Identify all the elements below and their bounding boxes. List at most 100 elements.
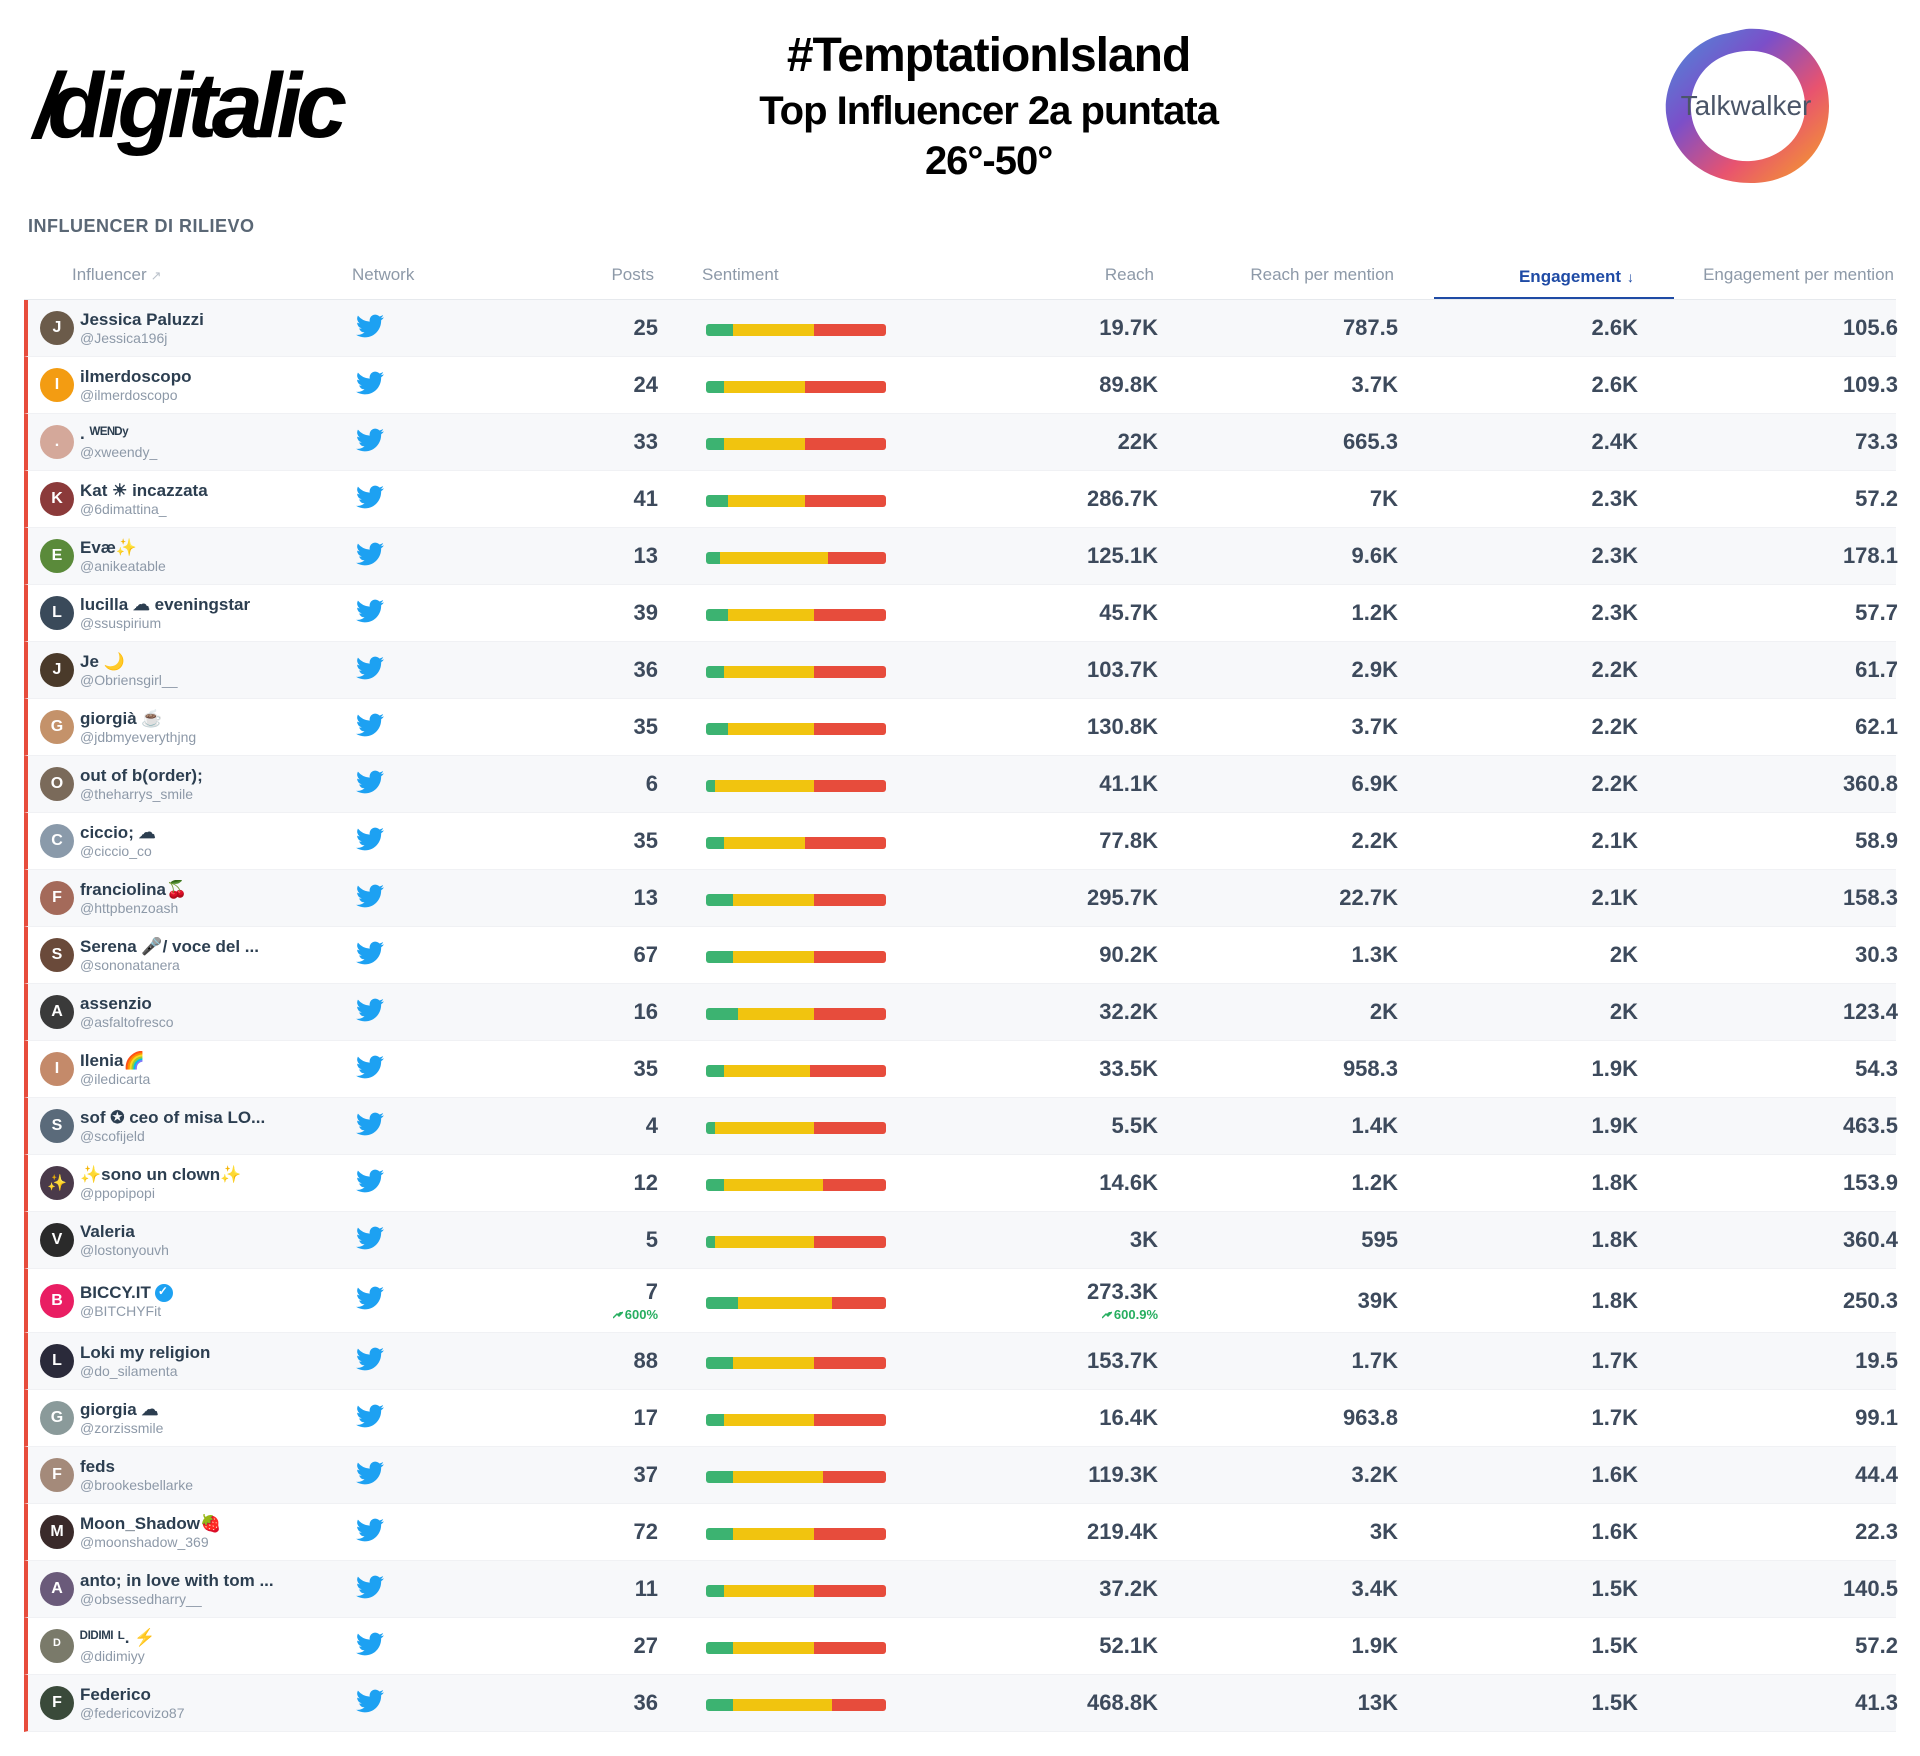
influencer-cell[interactable]: Serena 🎤/ voce del ... @sononatanera	[68, 933, 348, 977]
sentiment-bar	[706, 951, 886, 963]
sentiment-cell	[698, 1228, 998, 1252]
table-row[interactable]: F Federico @federicovizo87 36 468.8K 13K…	[24, 1675, 1896, 1732]
sentiment-cell	[698, 1520, 998, 1544]
influencer-cell[interactable]: ciccio; ☁ @ciccio_co	[68, 819, 348, 863]
influencer-cell[interactable]: out of b(order); @theharrys_smile	[68, 762, 348, 806]
network-cell	[348, 1106, 498, 1147]
posts-cell: 36	[498, 1686, 698, 1720]
influencer-cell[interactable]: feds @brookesbellarke	[68, 1453, 348, 1497]
table-row[interactable]: I Ilenia🌈 @iledicarta 35 33.5K 958.3 1.9…	[24, 1041, 1896, 1098]
table-row[interactable]: ᴰ ᴰᴵᴰᴵᴹᴵ ᴸ. ⚡ @didimiyy 27 52.1K 1.9K 1.…	[24, 1618, 1896, 1675]
reach-cell: 32.2K	[998, 995, 1198, 1029]
influencer-handle: @do_silamenta	[80, 1363, 340, 1379]
avatar-cell: S	[28, 934, 68, 976]
engagement-cell: 1.5K	[1438, 1572, 1678, 1606]
table-row[interactable]: F feds @brookesbellarke 37 119.3K 3.2K 1…	[24, 1447, 1896, 1504]
table-row[interactable]: G giorgià ☕ @jdbmyeverythjng 35 130.8K 3…	[24, 699, 1896, 756]
posts-cell: 33	[498, 425, 698, 459]
th-reach[interactable]: Reach	[994, 261, 1194, 289]
digitalic-logo: /digitalic	[24, 65, 341, 148]
posts-cell: 5	[498, 1223, 698, 1257]
influencer-cell[interactable]: giorgià ☕ @jdbmyeverythjng	[68, 705, 348, 749]
table-row[interactable]: L Loki my religion @do_silamenta 88 153.…	[24, 1333, 1896, 1390]
table-row[interactable]: B BICCY.IT @BITCHYFit 7600% 273.3K600.9%…	[24, 1269, 1896, 1333]
engagement-cell: 2K	[1438, 995, 1678, 1029]
influencer-cell[interactable]: lucilla ☁ eveningstar @ssuspirium	[68, 591, 348, 635]
influencer-name: sof ✪ ceo of misa LO...	[80, 1108, 340, 1128]
influencer-cell[interactable]: Valeria @lostonyouvh	[68, 1218, 348, 1262]
influencer-cell[interactable]: ilmerdoscopo @ilmerdoscopo	[68, 363, 348, 407]
influencer-cell[interactable]: sof ✪ ceo of misa LO... @scofijeld	[68, 1104, 348, 1148]
table-row[interactable]: ✨ ✨sono un clown✨ @ppopipopi 12 14.6K 1.…	[24, 1155, 1896, 1212]
table-row[interactable]: . . ᵂᴱᴺᴰʸ @xweendy_ 33 22K 665.3 2.4K 73…	[24, 414, 1896, 471]
engagement-per-mention-cell: 57.7	[1678, 596, 1920, 630]
engagement-cell: 2K	[1438, 938, 1678, 972]
table-row[interactable]: G giorgia ☁ @zorzissmile 17 16.4K 963.8 …	[24, 1390, 1896, 1447]
table-row[interactable]: L lucilla ☁ eveningstar @ssuspirium 39 4…	[24, 585, 1896, 642]
table-row[interactable]: K Kat ☀ incazzata @6dimattina_ 41 286.7K…	[24, 471, 1896, 528]
influencer-cell[interactable]: Loki my religion @do_silamenta	[68, 1339, 348, 1383]
influencer-handle: @jdbmyeverythjng	[80, 729, 340, 745]
influencer-cell[interactable]: franciolina🍒 @httpbenzoash	[68, 876, 348, 920]
network-cell	[348, 1398, 498, 1439]
influencer-cell[interactable]: BICCY.IT @BITCHYFit	[68, 1279, 348, 1323]
table-row[interactable]: S sof ✪ ceo of misa LO... @scofijeld 4 5…	[24, 1098, 1896, 1155]
th-reach-per-mention[interactable]: Reach per mention	[1194, 261, 1434, 289]
influencer-name: ✨sono un clown✨	[80, 1165, 340, 1185]
network-cell	[348, 821, 498, 862]
th-posts[interactable]: Posts	[494, 261, 694, 289]
posts-cell: 27	[498, 1629, 698, 1663]
influencer-cell[interactable]: ᴰᴵᴰᴵᴹᴵ ᴸ. ⚡ @didimiyy	[68, 1624, 348, 1668]
engagement-per-mention-cell: 105.6	[1678, 311, 1920, 345]
th-engagement[interactable]: Engagement↓	[1434, 263, 1674, 299]
twitter-icon	[356, 327, 384, 344]
sentiment-bar	[706, 438, 886, 450]
sentiment-bar	[706, 1642, 886, 1654]
external-link-icon: ↗	[151, 268, 162, 283]
table-row[interactable]: C ciccio; ☁ @ciccio_co 35 77.8K 2.2K 2.1…	[24, 813, 1896, 870]
th-network[interactable]: Network	[344, 261, 494, 289]
influencer-name: Moon_Shadow🍓	[80, 1514, 340, 1534]
table-row[interactable]: E Evæ✨ @anikeatable 13 125.1K 9.6K 2.3K …	[24, 528, 1896, 585]
influencer-handle: @Jessica196j	[80, 330, 340, 346]
table-row[interactable]: S Serena 🎤/ voce del ... @sononatanera 6…	[24, 927, 1896, 984]
influencer-cell[interactable]: Federico @federicovizo87	[68, 1681, 348, 1725]
table-row[interactable]: O out of b(order); @theharrys_smile 6 41…	[24, 756, 1896, 813]
network-cell	[348, 992, 498, 1033]
influencer-cell[interactable]: . ᵂᴱᴺᴰʸ @xweendy_	[68, 420, 348, 464]
influencer-cell[interactable]: Jessica Paluzzi @Jessica196j	[68, 306, 348, 350]
influencer-cell[interactable]: assenzio @asfaltofresco	[68, 990, 348, 1034]
influencer-handle: @brookesbellarke	[80, 1477, 340, 1493]
network-cell	[348, 1455, 498, 1496]
table-row[interactable]: J Jessica Paluzzi @Jessica196j 25 19.7K …	[24, 300, 1896, 357]
influencer-cell[interactable]: Kat ☀ incazzata @6dimattina_	[68, 477, 348, 521]
th-engagement-per-mention[interactable]: Engagement per mention	[1674, 261, 1920, 289]
engagement-per-mention-cell: 360.8	[1678, 767, 1920, 801]
engagement-per-mention-cell: 57.2	[1678, 1629, 1920, 1663]
table-row[interactable]: I ilmerdoscopo @ilmerdoscopo 24 89.8K 3.…	[24, 357, 1896, 414]
table-row[interactable]: V Valeria @lostonyouvh 5 3K 595 1.8K 360…	[24, 1212, 1896, 1269]
table-row[interactable]: J Je 🌙 @Obriensgirl__ 36 103.7K 2.9K 2.2…	[24, 642, 1896, 699]
table-row[interactable]: M Moon_Shadow🍓 @moonshadow_369 72 219.4K…	[24, 1504, 1896, 1561]
reach-per-mention-cell: 1.2K	[1198, 1166, 1438, 1200]
influencer-cell[interactable]: Moon_Shadow🍓 @moonshadow_369	[68, 1510, 348, 1554]
engagement-per-mention-cell: 123.4	[1678, 995, 1920, 1029]
th-sentiment[interactable]: Sentiment	[694, 261, 994, 289]
sentiment-bar	[706, 1008, 886, 1020]
influencer-cell[interactable]: giorgia ☁ @zorzissmile	[68, 1396, 348, 1440]
table-row[interactable]: A anto; in love with tom ... @obsessedha…	[24, 1561, 1896, 1618]
reach-cell: 37.2K	[998, 1572, 1198, 1606]
influencer-name: Jessica Paluzzi	[80, 310, 340, 330]
influencer-cell[interactable]: anto; in love with tom ... @obsessedharr…	[68, 1567, 348, 1611]
engagement-per-mention-cell: 463.5	[1678, 1109, 1920, 1143]
table-row[interactable]: A assenzio @asfaltofresco 16 32.2K 2K 2K…	[24, 984, 1896, 1041]
th-influencer[interactable]: Influencer↗	[64, 261, 344, 289]
influencer-cell[interactable]: Evæ✨ @anikeatable	[68, 534, 348, 578]
influencer-cell[interactable]: ✨sono un clown✨ @ppopipopi	[68, 1161, 348, 1205]
influencer-cell[interactable]: Ilenia🌈 @iledicarta	[68, 1047, 348, 1091]
engagement-cell: 2.2K	[1438, 653, 1678, 687]
influencer-cell[interactable]: Je 🌙 @Obriensgirl__	[68, 648, 348, 692]
sentiment-bar	[706, 552, 886, 564]
table-row[interactable]: F franciolina🍒 @httpbenzoash 13 295.7K 2…	[24, 870, 1896, 927]
engagement-cell: 1.9K	[1438, 1109, 1678, 1143]
